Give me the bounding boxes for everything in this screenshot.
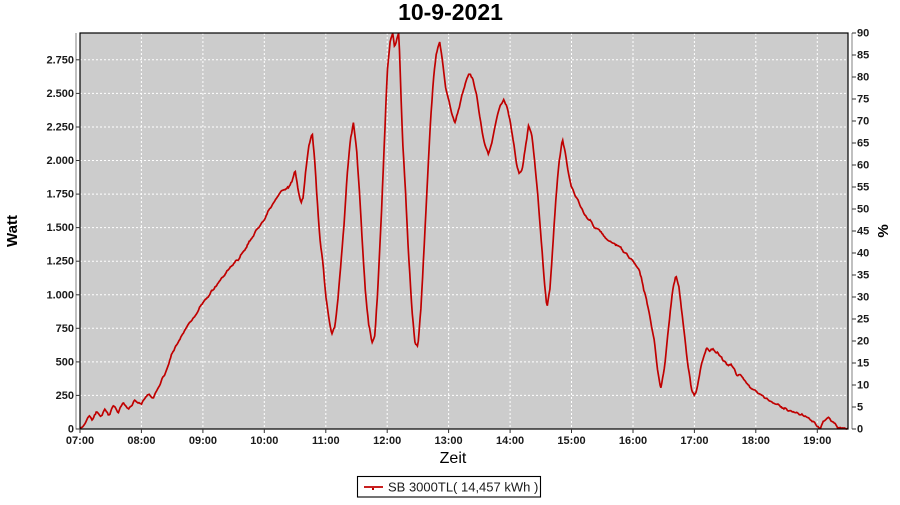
- svg-text:2.250: 2.250: [46, 122, 74, 134]
- svg-text:10: 10: [857, 380, 869, 392]
- svg-text:60: 60: [857, 160, 869, 172]
- svg-text:0: 0: [857, 424, 863, 436]
- svg-text:08:00: 08:00: [127, 435, 155, 447]
- svg-text:20: 20: [857, 336, 869, 348]
- svg-text:35: 35: [857, 270, 869, 282]
- svg-text:14:00: 14:00: [496, 435, 524, 447]
- svg-text:SB 3000TL( 14,457 kWh ): SB 3000TL( 14,457 kWh ): [388, 480, 538, 495]
- svg-text:15: 15: [857, 358, 869, 370]
- svg-text:09:00: 09:00: [189, 435, 217, 447]
- svg-text:18:00: 18:00: [742, 435, 770, 447]
- svg-text:80: 80: [857, 72, 869, 84]
- svg-text:Watt: Watt: [4, 215, 21, 247]
- svg-text:55: 55: [857, 182, 869, 194]
- svg-text:75: 75: [857, 94, 869, 106]
- svg-text:1.500: 1.500: [46, 222, 74, 234]
- svg-text:%: %: [875, 224, 892, 237]
- svg-text:10:00: 10:00: [250, 435, 278, 447]
- svg-text:13:00: 13:00: [435, 435, 463, 447]
- svg-text:11:00: 11:00: [312, 435, 340, 447]
- svg-text:65: 65: [857, 138, 869, 150]
- svg-text:Zeit: Zeit: [440, 450, 467, 467]
- svg-text:40: 40: [857, 248, 869, 260]
- svg-text:12:00: 12:00: [373, 435, 401, 447]
- svg-text:2.000: 2.000: [46, 155, 74, 167]
- svg-text:45: 45: [857, 226, 869, 238]
- svg-text:1.250: 1.250: [46, 256, 74, 268]
- svg-text:90: 90: [857, 28, 869, 40]
- svg-text:5: 5: [857, 402, 863, 414]
- svg-text:2.750: 2.750: [46, 54, 74, 66]
- svg-text:25: 25: [857, 314, 869, 326]
- svg-text:250: 250: [56, 390, 74, 402]
- svg-text:07:00: 07:00: [66, 435, 94, 447]
- svg-text:2.500: 2.500: [46, 88, 74, 100]
- svg-text:1.000: 1.000: [46, 289, 74, 301]
- svg-text:750: 750: [56, 323, 74, 335]
- svg-text:17:00: 17:00: [680, 435, 708, 447]
- svg-text:15:00: 15:00: [557, 435, 585, 447]
- svg-text:10-9-2021: 10-9-2021: [398, 0, 503, 25]
- svg-text:70: 70: [857, 116, 869, 128]
- svg-text:19:00: 19:00: [803, 435, 831, 447]
- svg-text:0: 0: [68, 424, 74, 436]
- svg-text:50: 50: [857, 204, 869, 216]
- svg-text:85: 85: [857, 50, 869, 62]
- svg-text:30: 30: [857, 292, 869, 304]
- svg-text:16:00: 16:00: [619, 435, 647, 447]
- svg-text:500: 500: [56, 356, 74, 368]
- svg-text:1.750: 1.750: [46, 189, 74, 201]
